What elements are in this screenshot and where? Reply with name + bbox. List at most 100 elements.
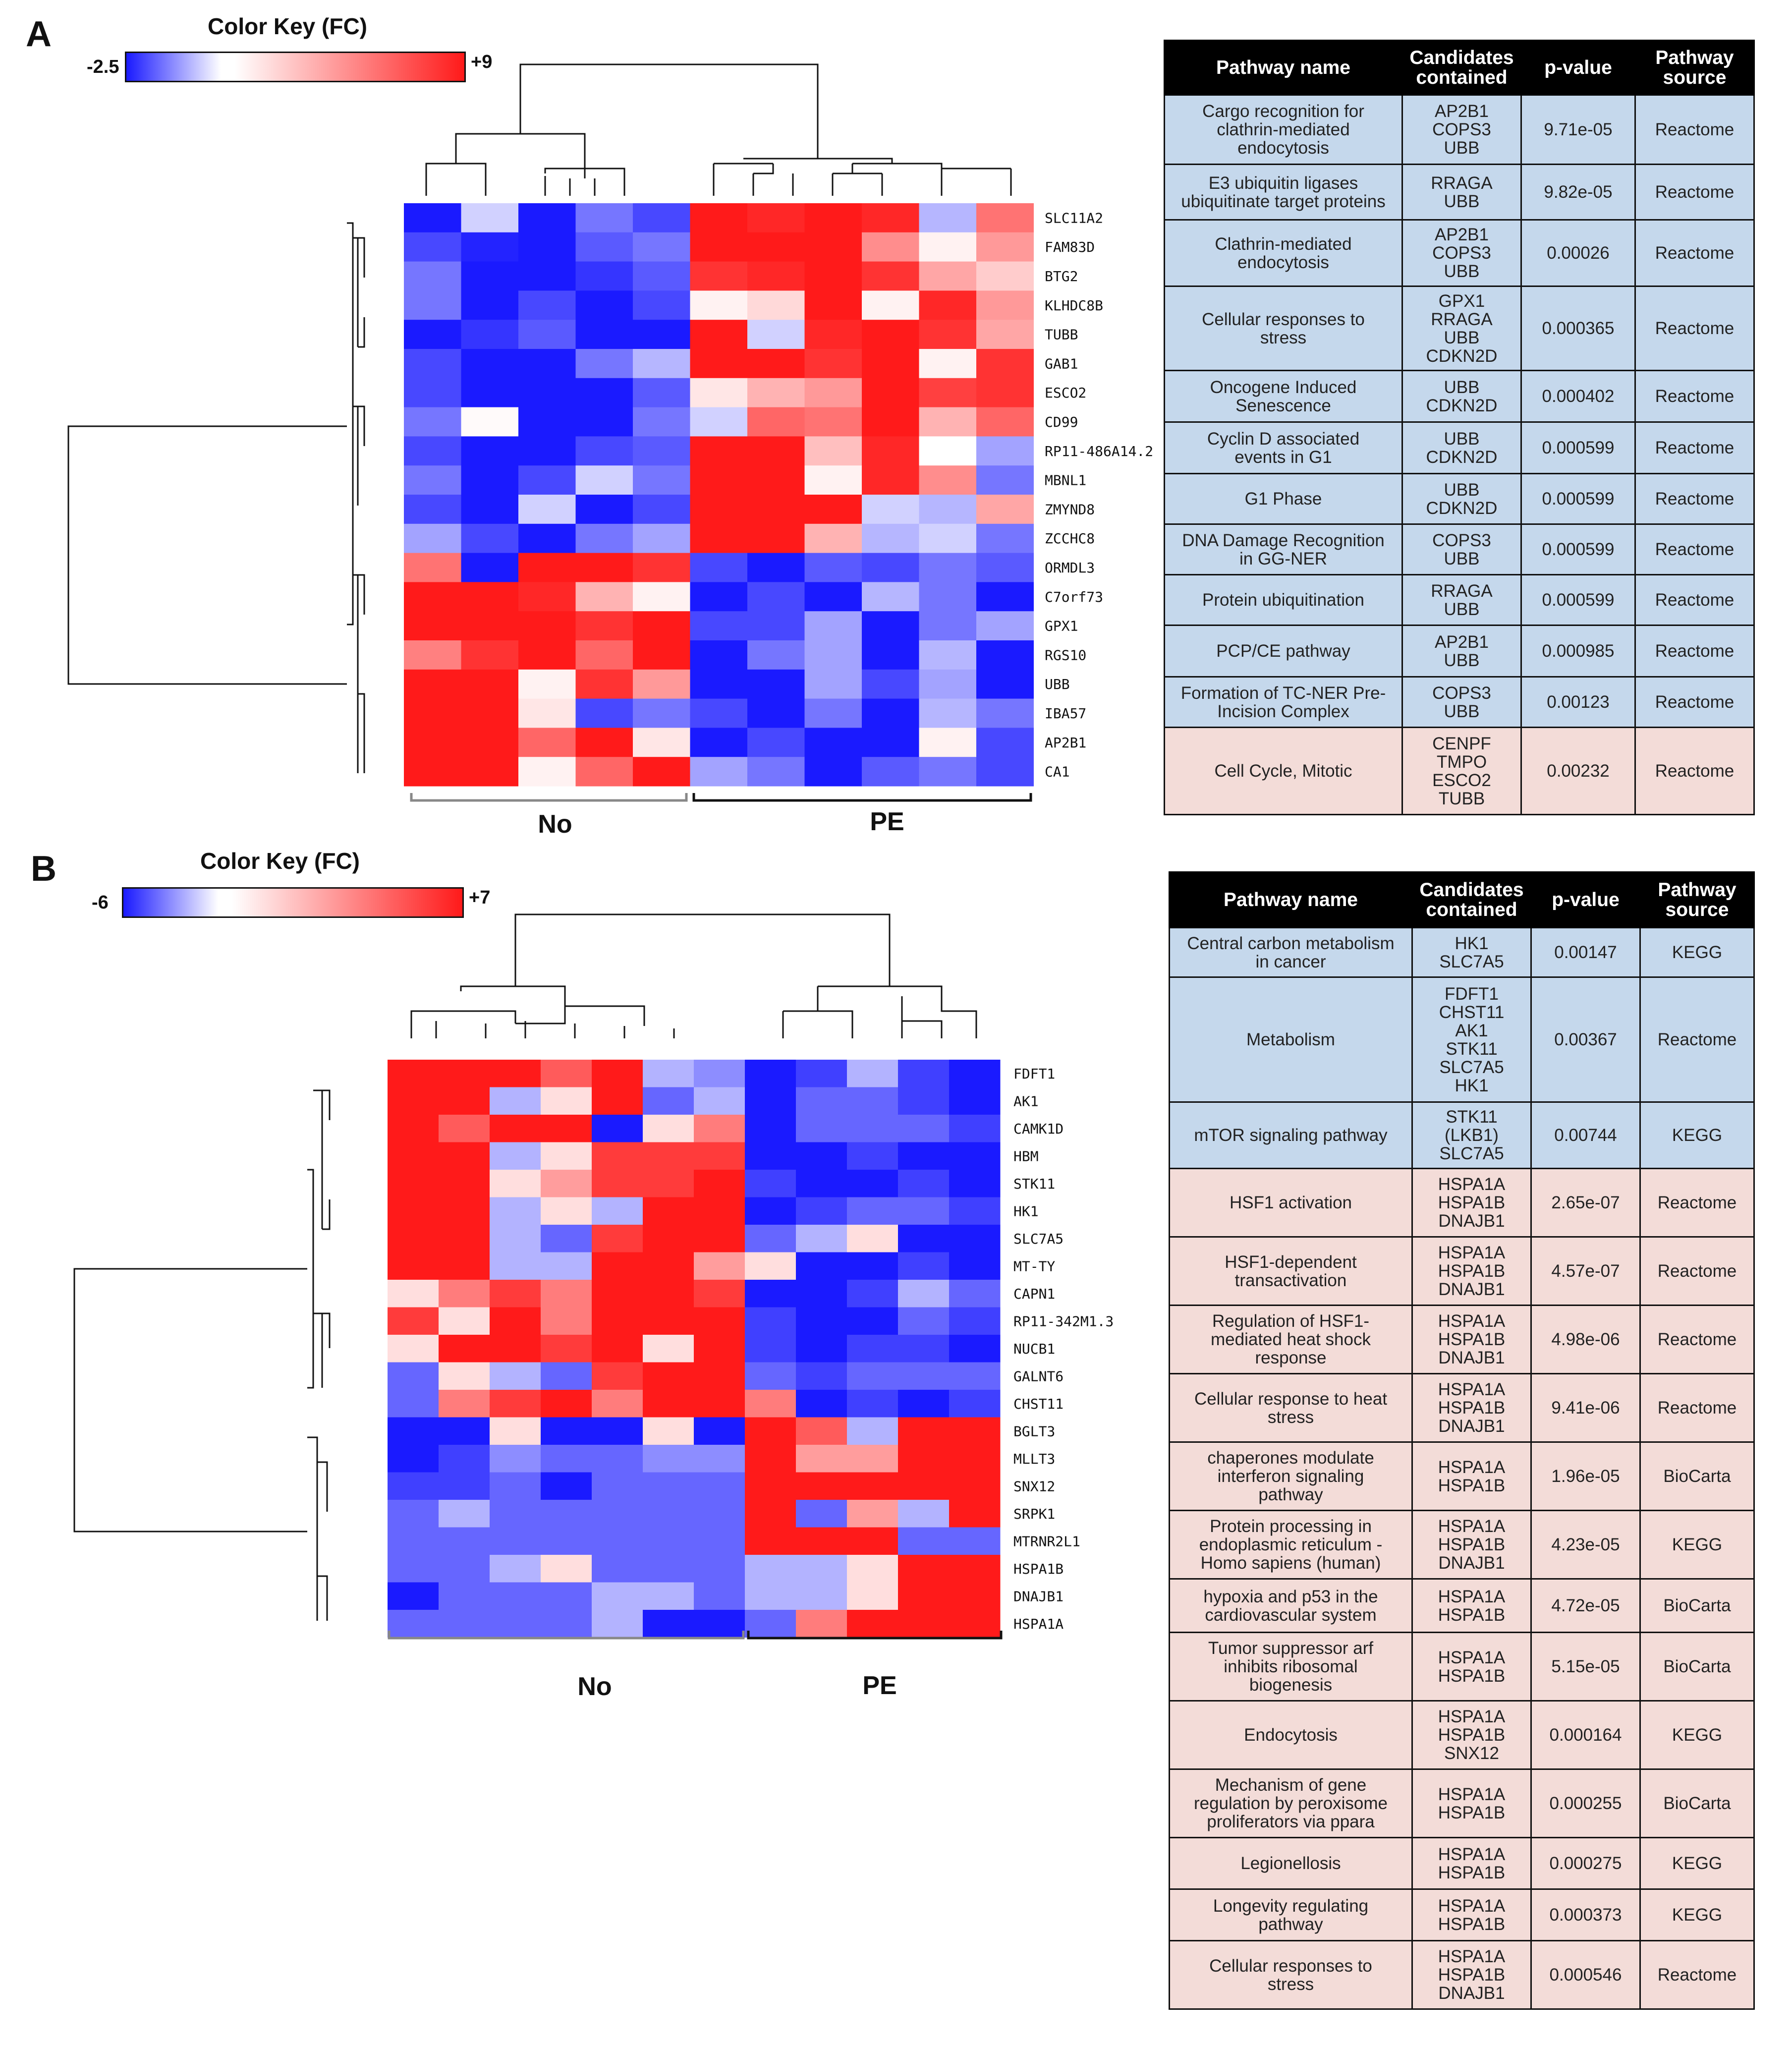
panel-a-color-key-min: -2.5 [87, 57, 119, 77]
source-cell: KEGG [1639, 1888, 1755, 1941]
gene-label: MTRNR2L1 [1013, 1533, 1080, 1549]
heatmap-cell-galnt6-8 [796, 1362, 847, 1390]
heatmap-cell-camk1d-11 [949, 1115, 1001, 1142]
source-cell: Reactome [1634, 473, 1755, 525]
heatmap-cell-klhdc8b-5 [690, 290, 748, 320]
heatmap-cell-rp11-342m1.3-4 [592, 1307, 643, 1335]
pathway-name-line: HSF1 activation [1229, 1193, 1352, 1212]
heatmap-cell-mbnl1-5 [690, 465, 748, 495]
heatmap-cell-ormdl3-0 [404, 553, 461, 582]
heatmap-cell-klhdc8b-1 [461, 290, 519, 320]
heatmap-cell-bglt3-6 [694, 1417, 745, 1445]
p-value-cell: 0.00026 [1520, 219, 1636, 287]
pathway-name-line: interferon signaling [1217, 1467, 1364, 1486]
heatmap-cell-zcchc8-1 [461, 523, 519, 554]
pathway-name-line: Incision Complex [1217, 701, 1349, 721]
source-cell: Reactome [1634, 421, 1755, 474]
heatmap-cell-btg2-10 [976, 261, 1034, 291]
heatmap-cell-tubb-7 [804, 320, 862, 349]
heatmap-cell-mtrnr2l1-4 [592, 1527, 643, 1555]
heatmap-cell-slc11a2-1 [461, 203, 519, 233]
heatmap-cell-zcchc8-10 [976, 523, 1034, 554]
source-cell: KEGG [1639, 1700, 1755, 1770]
table-row: Cell Cycle, Mitotic CENPF TMPO ESCO2 TUBB 0.0… [1164, 727, 1755, 815]
heatmap-cell-ap2b1-7 [804, 728, 862, 757]
header-p-value: p-value [1520, 40, 1636, 96]
heatmap-cell-snx12-4 [592, 1472, 643, 1500]
heatmap-cell-mtrnr2l1-0 [388, 1527, 439, 1555]
heatmap-cell-fdft1-1 [439, 1060, 490, 1087]
candidate-gene: DNAJB1 [1438, 1553, 1505, 1573]
gene-label: FAM83D [1045, 239, 1095, 255]
heatmap-cell-cd99-1 [461, 407, 519, 437]
heatmap-cell-mbnl1-10 [976, 465, 1034, 495]
heatmap-cell-tubb-2 [518, 320, 576, 349]
pathway-name-line: in GG-NER [1239, 549, 1327, 568]
candidates-cell: HSPA1A HSPA1B [1411, 1578, 1532, 1633]
heatmap-cell-esco2-10 [976, 378, 1034, 408]
heatmap-cell-dnajb1-6 [694, 1582, 745, 1610]
heatmap-cell-esco2-6 [747, 378, 805, 408]
heatmap-cell-fdft1-5 [643, 1060, 694, 1087]
pathway-name-cell: Protein processing in endoplasmic reticul… [1169, 1510, 1413, 1580]
p-value-cell: 0.000599 [1520, 523, 1636, 575]
heatmap-cell-rgs10-10 [976, 640, 1034, 670]
panel-b-color-key-min: -6 [92, 892, 109, 913]
heatmap-cell-c7orf73-7 [804, 582, 862, 612]
heatmap-cell-ca1-6 [747, 757, 805, 787]
heatmap-cell-ormdl3-5 [690, 553, 748, 582]
candidate-gene: HSPA1A [1438, 1896, 1506, 1916]
table-row: Metabolism FDFT1 CHST11 AK1 STK11 SLC7A5 HK1 0.… [1169, 976, 1755, 1103]
source-cell: BioCarta [1639, 1768, 1755, 1838]
candidate-gene: DNAJB1 [1438, 1984, 1505, 2003]
heatmap-cell-cd99-4 [633, 407, 690, 437]
pathway-name-line: Oncogene Induced [1210, 377, 1357, 397]
source-cell: BioCarta [1639, 1441, 1755, 1511]
pathway-name-line: Protein processing in [1210, 1517, 1372, 1536]
candidates-cell: STK11 (LKB1) SLC7A5 [1411, 1101, 1532, 1169]
heatmap-cell-ak1-8 [796, 1087, 847, 1115]
heatmap-cell-stk11-2 [490, 1170, 541, 1197]
heatmap-cell-gab1-5 [690, 349, 748, 379]
heatmap-cell-fdft1-0 [388, 1060, 439, 1087]
heatmap-cell-cd99-3 [575, 407, 633, 437]
candidate-gene: ESCO2 [1432, 770, 1491, 790]
heatmap-cell-zmynd8-3 [575, 495, 633, 524]
table-row: Tumor suppressor arf inhibits ribosomal bi… [1169, 1632, 1755, 1702]
heatmap-cell-mllt3-1 [439, 1445, 490, 1473]
candidates-cell: HSPA1A HSPA1B [1411, 1888, 1532, 1941]
heatmap-cell-zcchc8-0 [404, 523, 461, 554]
heatmap-cell-mllt3-6 [694, 1445, 745, 1473]
heatmap-cell-slc7a5-6 [694, 1225, 745, 1252]
heatmap-cell-tubb-8 [862, 320, 919, 349]
source-cell: BioCarta [1639, 1578, 1755, 1633]
pathway-name-cell: Endocytosis [1169, 1700, 1413, 1770]
candidate-gene: HSPA1B [1438, 1193, 1506, 1212]
gene-label: RP11-342M1.3 [1013, 1313, 1114, 1329]
heatmap-cell-rgs10-4 [633, 640, 690, 670]
heatmap-cell-gpx1-1 [461, 611, 519, 641]
heatmap-cell-hspa1a-2 [490, 1610, 541, 1638]
heatmap-cell-chst11-0 [388, 1390, 439, 1418]
gene-label: AP2B1 [1045, 735, 1086, 751]
pathway-name-cell: HSF1-dependent transactivation [1169, 1236, 1413, 1306]
heatmap-cell-hspa1a-9 [847, 1610, 898, 1638]
candidate-gene: AP2B1 [1435, 632, 1489, 652]
heatmap-cell-slc7a5-10 [898, 1225, 950, 1252]
heatmap-cell-dnajb1-8 [796, 1582, 847, 1610]
table-row: Cyclin D associated events in G1 UBB CDKN2D… [1164, 421, 1755, 474]
heatmap-cell-tubb-3 [575, 320, 633, 349]
heatmap-cell-cd99-0 [404, 407, 461, 437]
heatmap-cell-zmynd8-2 [518, 495, 576, 524]
heatmap-cell-cd99-8 [862, 407, 919, 437]
heatmap-cell-galnt6-2 [490, 1362, 541, 1390]
heatmap-cell-stk11-1 [439, 1170, 490, 1197]
heatmap-cell-srpk1-2 [490, 1500, 541, 1528]
heatmap-cell-cd99-10 [976, 407, 1034, 437]
heatmap-cell-klhdc8b-3 [575, 290, 633, 320]
heatmap-cell-klhdc8b-10 [976, 290, 1034, 320]
gene-label: SRPK1 [1013, 1506, 1055, 1522]
heatmap-cell-zmynd8-6 [747, 495, 805, 524]
candidate-gene: HSPA1A [1438, 1947, 1506, 1966]
pathway-name-cell: Cellular responses to stress [1164, 285, 1403, 371]
